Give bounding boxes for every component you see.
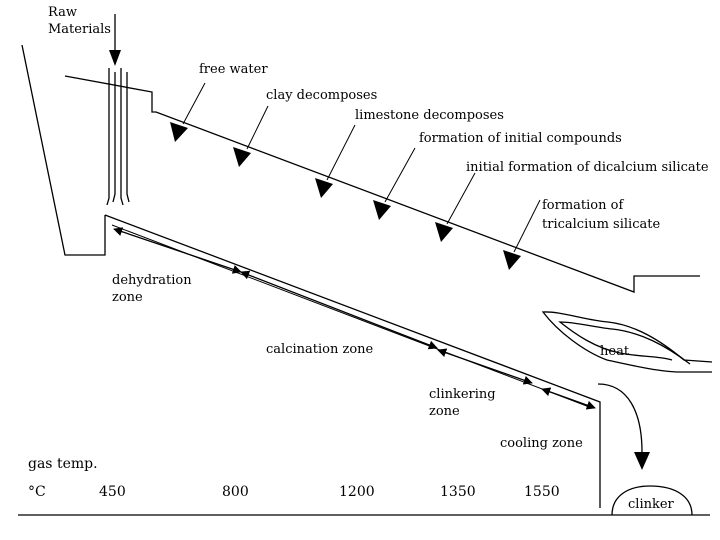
raw-materials-input: Raw Materials [48,5,121,66]
zone-label-calcination: calcination zone [266,342,374,357]
zone-label-dehydration-line2: zone [112,290,143,305]
zone-arrow-cooling [541,387,596,410]
kiln-upper-wall [64,75,700,293]
raw-materials-label-line1: Raw [48,5,77,20]
gas-temp-axis: gas temp. °C 450 800 1200 1350 1550 [28,456,560,500]
zone-label-dehydration-line1: dehydration [112,273,192,288]
heat-flame: heat [541,311,713,373]
preheater-chamber [21,44,106,256]
zone-label-clinkering-line1: clinkering [429,387,496,402]
marker-limestone-decomposes [315,178,333,198]
marker-dicalcium-silicate [435,222,453,242]
gas-temp-value-1350: 1350 [440,484,476,500]
marker-initial-compounds [373,200,391,220]
gas-temp-value-1200: 1200 [339,484,375,500]
kiln-lower-wall [104,214,601,508]
gas-temp-unit: °C [28,484,46,500]
zone-label-clinkering-line2: zone [429,404,460,419]
zone-arrow-clinkering [437,348,533,385]
flame-inner [558,321,691,365]
outlet-arrow-curve [597,383,643,453]
heat-label: heat [600,344,630,359]
feed-pipe [106,68,130,206]
clinker-mound [611,485,693,516]
reaction-label-free-water: free water [199,62,268,77]
flame-outer [541,311,713,373]
clinker-label: clinker [628,497,675,512]
reaction-label-initial-compounds: formation of initial compounds [419,131,622,146]
marker-free-water [170,122,188,142]
raw-materials-label-line2: Materials [48,22,111,37]
gas-temp-value-800: 800 [222,484,249,500]
raw-materials-arrow-head [109,50,121,66]
gas-temp-label: gas temp. [28,456,98,472]
reaction-markers [170,122,521,270]
outlet-arrow-head [634,452,650,470]
reaction-label-tricalcium-line2: tricalcium silicate [542,217,660,232]
gas-temp-value-450: 450 [99,484,126,500]
zone-arrow-calcination [240,270,438,350]
reaction-pointers [182,82,541,253]
cooler-outlet [597,383,650,470]
clinker-pile: clinker [611,485,693,516]
reaction-label-clay: clay decomposes [266,88,377,103]
zone-labels: dehydration zone calcination zone clinke… [112,273,583,451]
reaction-label-limestone: limestone decomposes [355,108,504,123]
reaction-label-dicalcium: initial formation of dicalcium silicate [466,160,709,175]
zone-arrows [113,227,596,410]
zone-arrow-dehydration [113,227,242,274]
gas-temp-value-1550: 1550 [524,484,560,500]
marker-clay-decomposes [233,147,251,167]
marker-tricalcium-silicate [503,250,521,270]
zone-label-cooling: cooling zone [500,436,583,451]
reaction-labels: free water clay decomposes limestone dec… [199,62,709,232]
reaction-label-tricalcium-line1: formation of [542,198,624,213]
